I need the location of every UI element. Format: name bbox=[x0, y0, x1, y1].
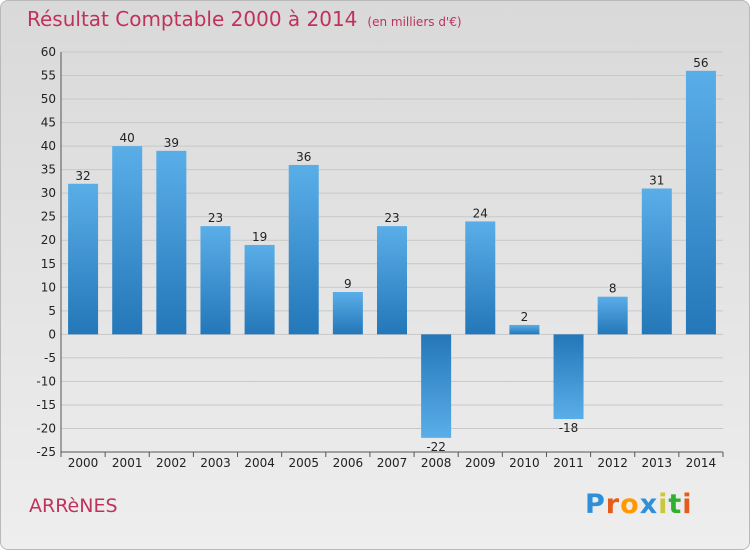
x-tick-label-2006: 2006 bbox=[333, 456, 364, 470]
y-tick-label: -10 bbox=[36, 374, 56, 388]
x-tick-label-2003: 2003 bbox=[200, 456, 231, 470]
logo-letter: r bbox=[605, 489, 621, 520]
y-tick-label: -25 bbox=[36, 445, 56, 459]
bar-2007 bbox=[377, 226, 407, 335]
logo-letter: P bbox=[585, 489, 606, 520]
x-tick-label-2010: 2010 bbox=[509, 456, 540, 470]
data-label-2002: 39 bbox=[164, 136, 179, 150]
data-label-2001: 40 bbox=[120, 131, 135, 145]
bar-2010 bbox=[509, 324, 540, 335]
data-label-2009: 24 bbox=[473, 206, 488, 220]
bar-2011 bbox=[553, 334, 584, 420]
bar-layer bbox=[68, 70, 716, 438]
logo-letter: x bbox=[639, 489, 659, 520]
x-tick-label-2011: 2011 bbox=[553, 456, 584, 470]
bar-2003 bbox=[200, 226, 231, 335]
y-tick-label: -20 bbox=[36, 421, 56, 435]
x-tick-label-2004: 2004 bbox=[244, 456, 275, 470]
label-layer: 32 40 39 23 19 36 9 23 -22 24 2 -18 8 31 56 bbox=[75, 56, 708, 454]
bar-2004 bbox=[244, 244, 275, 335]
x-tick-label-2005: 2005 bbox=[288, 456, 319, 470]
x-tick-label-2014: 2014 bbox=[686, 456, 717, 470]
logo-letter: i bbox=[658, 489, 669, 520]
proxiti-logo: Proxiti bbox=[585, 489, 693, 520]
x-tick-label-2009: 2009 bbox=[465, 456, 496, 470]
x-tick-label-2000: 2000 bbox=[68, 456, 99, 470]
commune-name: ARRèNES bbox=[29, 495, 118, 517]
y-tick-label: 40 bbox=[41, 139, 56, 153]
logo-letter: o bbox=[620, 489, 640, 520]
bar-2001 bbox=[112, 146, 143, 335]
x-tick-label-2001: 2001 bbox=[112, 456, 143, 470]
data-label-2006: 9 bbox=[344, 277, 352, 291]
y-tick-label: 60 bbox=[41, 45, 56, 59]
y-tick-label: 45 bbox=[41, 116, 56, 130]
chart-title-text: Résultat Comptable 2000 à 2014 bbox=[27, 7, 358, 31]
axis-layer: 605550454035302520151050-5-10-15-20-2520… bbox=[36, 45, 724, 470]
bar-2006 bbox=[332, 292, 363, 335]
x-tick-label-2002: 2002 bbox=[156, 456, 187, 470]
logo-letter: t bbox=[668, 489, 683, 520]
bar-2002 bbox=[156, 150, 187, 335]
logo-letter: i bbox=[682, 489, 693, 520]
bar-2012 bbox=[597, 296, 628, 335]
bar-2005 bbox=[288, 164, 319, 335]
data-label-2012: 8 bbox=[609, 282, 617, 296]
x-tick-label-2012: 2012 bbox=[597, 456, 628, 470]
y-tick-label: 35 bbox=[41, 163, 56, 177]
y-tick-label: 10 bbox=[41, 280, 56, 294]
y-tick-label: -5 bbox=[44, 351, 56, 365]
data-label-2000: 32 bbox=[75, 169, 90, 183]
bar-2000 bbox=[68, 183, 99, 335]
data-label-2011: -18 bbox=[559, 421, 579, 435]
y-tick-label: 30 bbox=[41, 186, 56, 200]
y-tick-label: 20 bbox=[41, 233, 56, 247]
data-label-2007: 23 bbox=[384, 211, 399, 225]
x-tick-label-2007: 2007 bbox=[377, 456, 408, 470]
data-label-2010: 2 bbox=[521, 310, 529, 324]
bar-2008 bbox=[421, 334, 452, 438]
bar-2013 bbox=[641, 188, 672, 335]
y-tick-label: 5 bbox=[48, 304, 56, 318]
data-label-2004: 19 bbox=[252, 230, 267, 244]
y-tick-label: -15 bbox=[36, 398, 56, 412]
y-tick-label: 25 bbox=[41, 210, 56, 224]
y-tick-label: 0 bbox=[48, 327, 56, 341]
y-tick-label: 50 bbox=[41, 92, 56, 106]
data-label-2005: 36 bbox=[296, 150, 311, 164]
chart-title: Résultat Comptable 2000 à 2014 (en millie… bbox=[27, 7, 462, 31]
bar-2009 bbox=[465, 221, 496, 335]
x-tick-label-2013: 2013 bbox=[642, 456, 673, 470]
data-label-2003: 23 bbox=[208, 211, 223, 225]
y-tick-label: 15 bbox=[41, 257, 56, 271]
chart-unit: (en milliers d'€) bbox=[367, 15, 462, 29]
data-label-2008: -22 bbox=[426, 440, 446, 454]
y-tick-label: 55 bbox=[41, 69, 56, 83]
bar-2014 bbox=[685, 70, 716, 335]
data-label-2013: 31 bbox=[649, 173, 664, 187]
data-label-2014: 56 bbox=[693, 56, 708, 70]
x-tick-label-2008: 2008 bbox=[421, 456, 452, 470]
